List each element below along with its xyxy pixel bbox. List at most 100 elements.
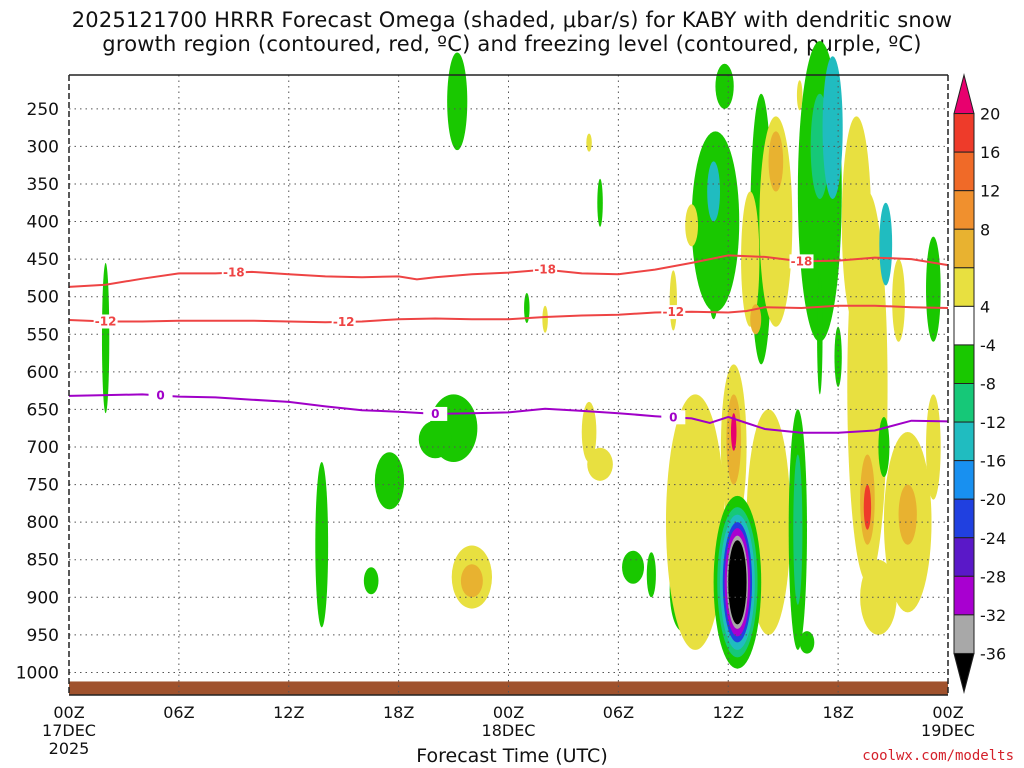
y-tick-label: 800	[27, 513, 59, 533]
colorbar-bin	[953, 267, 975, 307]
x-tick-date-label: 17DEC	[42, 721, 96, 740]
colorbar-bin	[953, 460, 975, 500]
omega-region	[768, 131, 784, 192]
omega-region	[863, 484, 872, 530]
isotherm-label: 0	[156, 389, 164, 403]
omega-region	[524, 292, 530, 323]
isotherm-label-bg	[661, 305, 686, 320]
chart-title: 2025121700 HRRR Forecast Omega (shaded, …	[0, 8, 1024, 56]
omega-region	[587, 447, 613, 481]
colorbar-bin	[953, 421, 975, 462]
isotherm-label: -12	[95, 314, 117, 328]
omega-region	[418, 420, 452, 459]
y-tick-label: 700	[27, 438, 59, 458]
x-tick-label: 00Z	[53, 703, 84, 722]
gridlines	[69, 75, 948, 695]
omega-region	[799, 631, 815, 654]
colorbar-label: -16	[980, 452, 1006, 471]
omega-region	[709, 281, 718, 320]
omega-region	[685, 204, 699, 247]
isotherm-label-bg	[221, 265, 246, 280]
isotherm-label-bg	[789, 254, 814, 269]
colorbar-label: 16	[980, 143, 1000, 162]
colorbar-bin	[953, 537, 975, 577]
colorbar-label: -8	[980, 375, 996, 394]
x-tick-date-label: 19DEC	[921, 721, 975, 740]
omega-region	[750, 304, 762, 335]
y-tick-label: 350	[27, 175, 59, 195]
omega-region	[665, 394, 725, 650]
x-tick-label: 00Z	[493, 703, 524, 722]
omega-region	[892, 259, 905, 342]
isotherm-label: -18	[223, 266, 245, 280]
colorbar-label: -24	[980, 529, 1006, 548]
isotherm-label-bg	[148, 388, 173, 403]
omega-region	[586, 133, 592, 152]
y-tick-label: 750	[27, 476, 59, 496]
y-tick-label: 950	[27, 626, 59, 646]
x-axis-title: Forecast Time (UTC)	[416, 745, 608, 767]
isotherms: -18 -18 -18 -12 -12 -12 0 0 0	[68, 254, 949, 434]
y-tick-label: 1000	[16, 663, 59, 683]
isotherm-label-bg	[331, 314, 356, 329]
isotherm-label: -18	[534, 263, 556, 277]
omega-region	[879, 202, 893, 286]
x-tick-label: 12Z	[713, 703, 744, 722]
omega-region	[759, 116, 793, 327]
omega-region	[315, 462, 329, 628]
omega-region	[715, 63, 734, 109]
y-tick-label: 300	[27, 137, 59, 157]
omega-region	[822, 56, 843, 199]
x-tick-label: 00Z	[932, 703, 963, 722]
y-tick-label: 550	[27, 325, 59, 345]
colorbar: 20 16 12 8 4 -4 -8 -12 -16 -20 -24 -28 -32 -36	[953, 73, 1006, 694]
source-credit[interactable]: coolwx.com/modelts	[862, 748, 1014, 764]
isotherm-label: -12	[662, 305, 684, 319]
colorbar-bin	[953, 383, 975, 423]
omega-region	[447, 52, 468, 151]
omega-region	[847, 191, 888, 583]
isotherm-label-bg	[533, 262, 558, 277]
colorbar-label: -32	[980, 606, 1006, 625]
colorbar-label: 8	[980, 220, 990, 239]
x-tick-label: 18Z	[383, 703, 414, 722]
x-tick-year-label: 2025	[49, 739, 90, 758]
y-tick-label: 900	[27, 588, 59, 608]
omega-region	[597, 178, 603, 227]
colorbar-bin	[953, 73, 975, 115]
colorbar-bin	[953, 575, 975, 616]
x-tick-label: 06Z	[163, 703, 194, 722]
isotherm-label-bg	[93, 314, 118, 329]
colorbar-label: -28	[980, 567, 1006, 586]
colorbar-bin	[953, 305, 975, 346]
isotherm-label: -12	[333, 315, 355, 329]
colorbar-bin	[953, 652, 975, 694]
y-tick-label: 400	[27, 213, 59, 233]
x-tick-date-label: 18DEC	[482, 721, 536, 740]
omega-region	[926, 236, 941, 342]
omega-region	[817, 274, 823, 395]
colorbar-bin	[953, 344, 975, 384]
colorbar-bin	[953, 151, 975, 192]
omega-region	[730, 413, 737, 451]
omega-region	[898, 484, 917, 545]
x-tick-label: 18Z	[822, 703, 853, 722]
omega-region	[374, 452, 405, 510]
y-tick-label: 850	[27, 551, 59, 571]
omega-region	[622, 550, 645, 584]
chart-title-line-1: 2025121700 HRRR Forecast Omega (shaded, …	[71, 8, 953, 32]
colorbar-bin	[953, 498, 975, 539]
x-tick-label: 06Z	[603, 703, 634, 722]
omega-region	[707, 161, 721, 222]
x-tick-label: 12Z	[273, 703, 304, 722]
omega-region	[793, 454, 803, 605]
omega-region	[460, 564, 483, 598]
y-tick-label: 450	[27, 250, 59, 270]
omega-region	[691, 131, 740, 312]
colorbar-bin	[953, 614, 975, 654]
isotherm-label-bg	[661, 410, 686, 425]
colorbar-bin	[953, 228, 975, 269]
omega-region	[796, 80, 803, 111]
omega-region	[669, 270, 677, 331]
